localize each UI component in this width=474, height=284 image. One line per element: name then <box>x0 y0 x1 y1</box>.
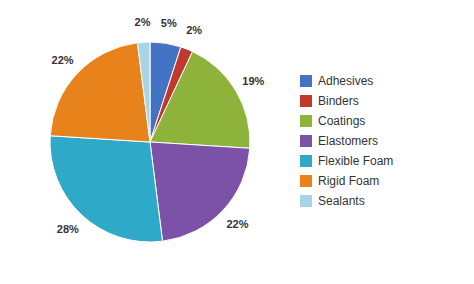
legend-swatch <box>300 75 312 87</box>
legend-label: Flexible Foam <box>318 154 393 168</box>
data-label: 5% <box>161 17 177 29</box>
data-label: 19% <box>242 75 264 87</box>
legend-label: Adhesives <box>318 74 373 88</box>
legend-item: Binders <box>300 94 359 108</box>
legend-swatch <box>300 195 312 207</box>
legend-item: Elastomers <box>300 134 378 148</box>
data-label: 22% <box>226 218 248 230</box>
data-label: 28% <box>57 223 79 235</box>
pie: 5% 2% 19% 22% 28% 22% 2% <box>50 16 265 242</box>
legend-swatch <box>300 175 312 187</box>
legend-label: Rigid Foam <box>318 174 379 188</box>
chart: 5% 2% 19% 22% 28% 22% 2% Adhesives Binders Coatin… <box>0 0 474 284</box>
data-label: 2% <box>186 24 202 36</box>
legend-label: Sealants <box>318 194 365 208</box>
legend: Adhesives Binders Coatings Elastomers Flexib… <box>300 74 393 208</box>
pie-slice <box>50 136 163 242</box>
pie-slice <box>50 43 150 142</box>
data-label: 2% <box>135 16 151 28</box>
legend-item: Coatings <box>300 114 365 128</box>
legend-item: Sealants <box>300 194 365 208</box>
data-label: 22% <box>52 54 74 66</box>
legend-label: Elastomers <box>318 134 378 148</box>
legend-swatch <box>300 95 312 107</box>
pie-slice <box>137 42 150 142</box>
legend-label: Coatings <box>318 114 365 128</box>
legend-swatch <box>300 115 312 127</box>
legend-item: Rigid Foam <box>300 174 379 188</box>
legend-label: Binders <box>318 94 359 108</box>
legend-item: Flexible Foam <box>300 154 393 168</box>
legend-swatch <box>300 155 312 167</box>
pie-slice <box>150 52 250 149</box>
pie-slice <box>150 142 250 241</box>
legend-swatch <box>300 135 312 147</box>
legend-item: Adhesives <box>300 74 373 88</box>
